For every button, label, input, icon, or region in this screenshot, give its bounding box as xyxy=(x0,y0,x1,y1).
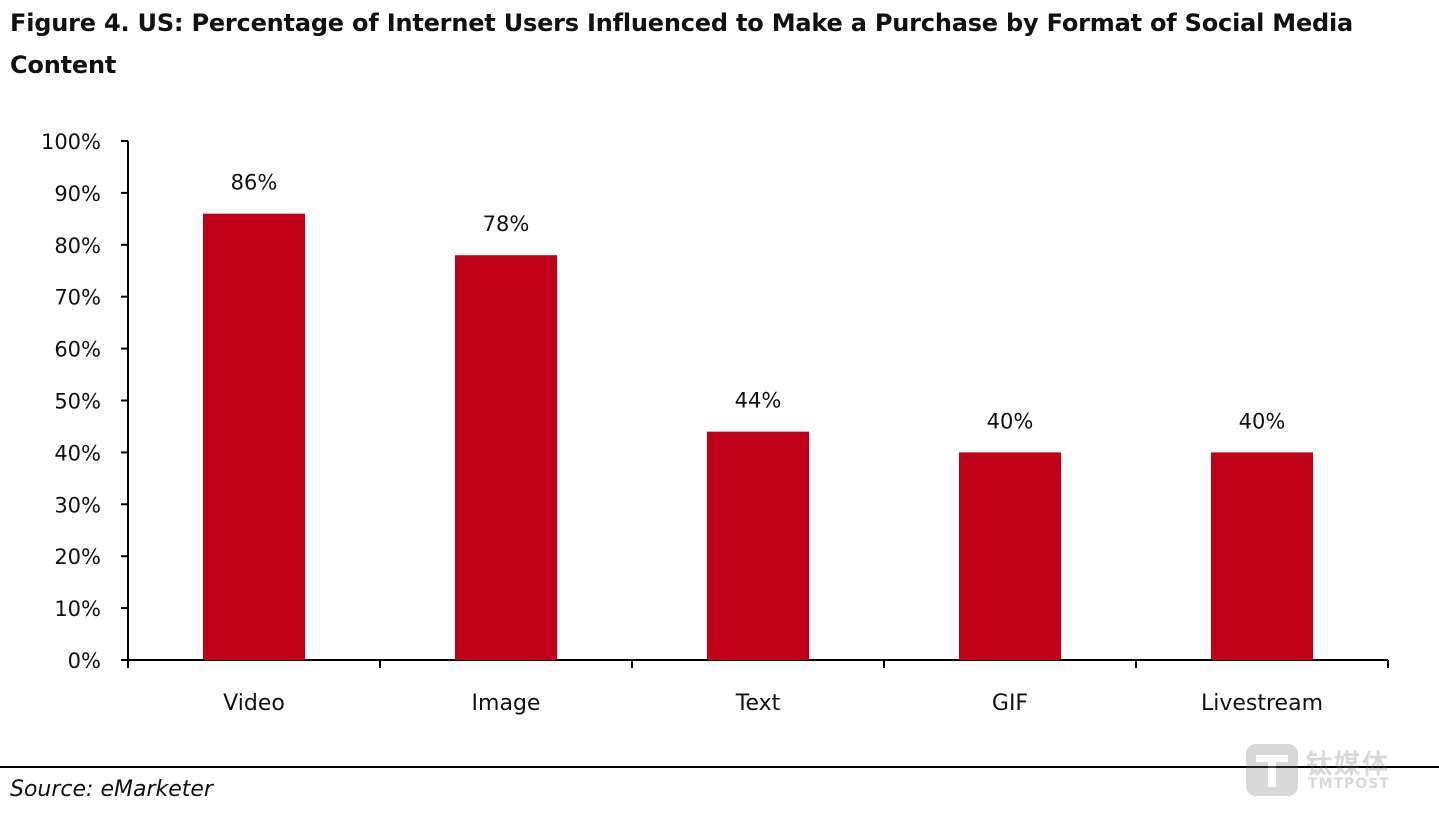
bar-chart: 0% 10% 20% 30% 40% 50% 60% 70% 80% 90% 100% 86% 78%… xyxy=(41,130,1389,716)
y-tick-label: 90% xyxy=(54,182,101,206)
data-label: 86% xyxy=(231,171,278,195)
data-label: 40% xyxy=(987,409,1034,433)
bar xyxy=(1211,452,1313,660)
chart-title: Figure 4. US: Percentage of Internet Use… xyxy=(10,9,1354,79)
y-tick-label: 10% xyxy=(54,597,101,621)
watermark: 钛媒体 TMTPOST xyxy=(1244,742,1434,798)
category-labels: Video Image Text GIF Livestream xyxy=(223,691,1323,716)
watermark-text-en: TMTPOST xyxy=(1308,776,1390,792)
y-tick-label: 70% xyxy=(54,286,101,310)
source-note: Source: eMarketer xyxy=(10,777,213,802)
y-axis: 0% 10% 20% 30% 40% 50% 60% 70% 80% 90% 100% xyxy=(41,130,129,673)
y-tick-label: 30% xyxy=(54,493,101,517)
category-label: Text xyxy=(735,691,781,716)
data-label: 78% xyxy=(483,212,530,236)
y-tick-label: 80% xyxy=(54,234,101,258)
bar xyxy=(707,431,809,660)
data-label: 44% xyxy=(735,389,782,413)
bar xyxy=(455,255,557,660)
watermark-text-cn: 钛媒体 xyxy=(1306,750,1391,780)
category-label: Livestream xyxy=(1201,691,1323,716)
y-tick-label: 50% xyxy=(54,390,101,414)
y-tick-label: 0% xyxy=(68,649,101,673)
category-label: GIF xyxy=(992,691,1028,716)
bars xyxy=(203,213,1313,660)
category-label: Video xyxy=(223,691,285,716)
y-tick-label: 20% xyxy=(54,545,101,569)
bar xyxy=(203,213,305,660)
bar xyxy=(959,452,1061,660)
y-tick-label: 60% xyxy=(54,338,101,362)
x-axis xyxy=(127,659,1389,668)
y-tick-label: 100% xyxy=(41,130,101,154)
category-label: Image xyxy=(472,691,541,716)
data-label: 40% xyxy=(1239,409,1286,433)
tmtpost-logo-icon xyxy=(1246,744,1298,796)
y-tick-label: 40% xyxy=(54,441,101,465)
footer-divider xyxy=(0,766,1439,768)
data-labels: 86% 78% 44% 40% 40% xyxy=(231,171,1286,434)
